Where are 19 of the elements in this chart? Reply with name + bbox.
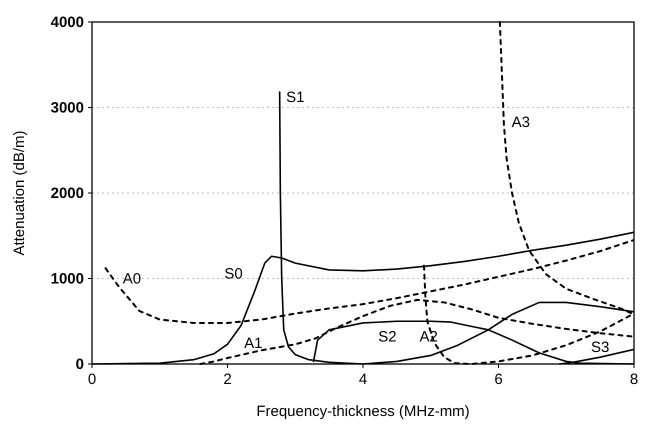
series-label: S1 xyxy=(286,89,304,106)
x-tick-label: 8 xyxy=(630,371,638,388)
y-tick-label: 3000 xyxy=(50,100,84,116)
series-label: S2 xyxy=(378,328,397,346)
series-label: S3 xyxy=(590,338,610,356)
series-label: A0 xyxy=(122,270,142,288)
y-tick-label: 2000 xyxy=(50,185,84,202)
y-tick-label: 4000 xyxy=(50,14,84,31)
x-tick-label: 4 xyxy=(358,371,368,388)
x-axis-title: Frequency-thickness (MHz-mm) xyxy=(256,403,470,420)
series-label: A3 xyxy=(512,114,530,132)
series-label: A1 xyxy=(244,335,262,352)
x-tick-label: 0 xyxy=(88,371,96,388)
x-tick-label: 6 xyxy=(494,371,503,388)
series-label: S0 xyxy=(224,265,243,282)
y-tick-label: 0 xyxy=(76,356,84,373)
y-tick-label: 1000 xyxy=(50,270,84,288)
y-axis-title: Attenuation (dB/m) xyxy=(11,130,28,256)
x-tick-label: 2 xyxy=(223,371,232,388)
